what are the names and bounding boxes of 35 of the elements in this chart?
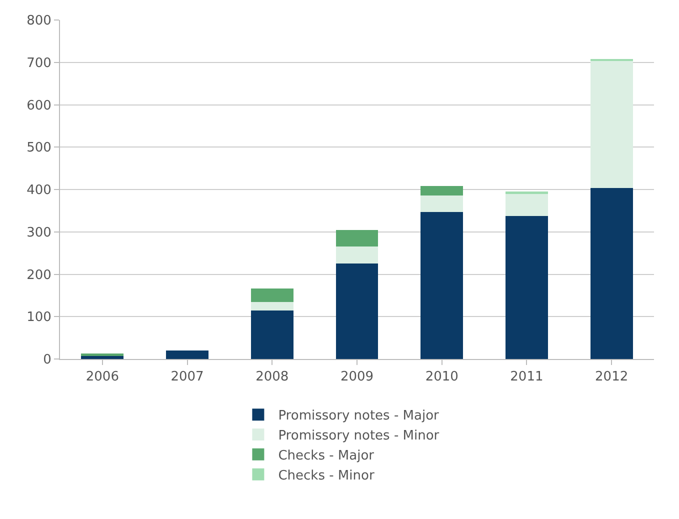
bar <box>336 246 378 264</box>
bar <box>166 350 208 359</box>
legend-label: Checks - Minor <box>278 468 375 484</box>
y-tick-label: 200 <box>26 268 52 283</box>
bar <box>420 186 464 196</box>
x-tick-label: 2011 <box>510 370 544 385</box>
legend-label: Promissory notes - Major <box>278 408 440 424</box>
y-tick-label: 100 <box>26 310 52 326</box>
legend-label: Promissory notes - Minor <box>278 428 440 444</box>
y-tick-label: 800 <box>26 14 52 29</box>
y-tick-label: 600 <box>26 98 52 114</box>
bar <box>250 302 294 310</box>
bar <box>250 288 294 302</box>
bar <box>336 230 378 246</box>
bar <box>506 216 548 359</box>
x-tick-label: 2008 <box>256 370 289 385</box>
x-tick-label: 2012 <box>595 370 628 385</box>
bar <box>506 193 548 216</box>
legend-label: Checks - Major <box>278 448 375 464</box>
bar <box>250 310 294 359</box>
x-tick-label: 2010 <box>425 370 458 385</box>
y-tick-label: 700 <box>26 56 52 71</box>
y-tick-label: 400 <box>26 183 52 198</box>
bar <box>420 212 464 359</box>
y-tick-label: 0 <box>43 352 52 368</box>
bar <box>81 353 124 356</box>
bar <box>590 60 633 188</box>
x-tick-label: 2009 <box>340 370 374 385</box>
x-tick-label: 2007 <box>170 370 204 385</box>
bar <box>336 264 378 359</box>
bar <box>590 188 633 359</box>
x-tick-label: 2006 <box>86 370 119 385</box>
y-tick-label: 500 <box>26 140 52 156</box>
bar <box>420 195 464 212</box>
y-tick-label: 300 <box>26 225 52 240</box>
